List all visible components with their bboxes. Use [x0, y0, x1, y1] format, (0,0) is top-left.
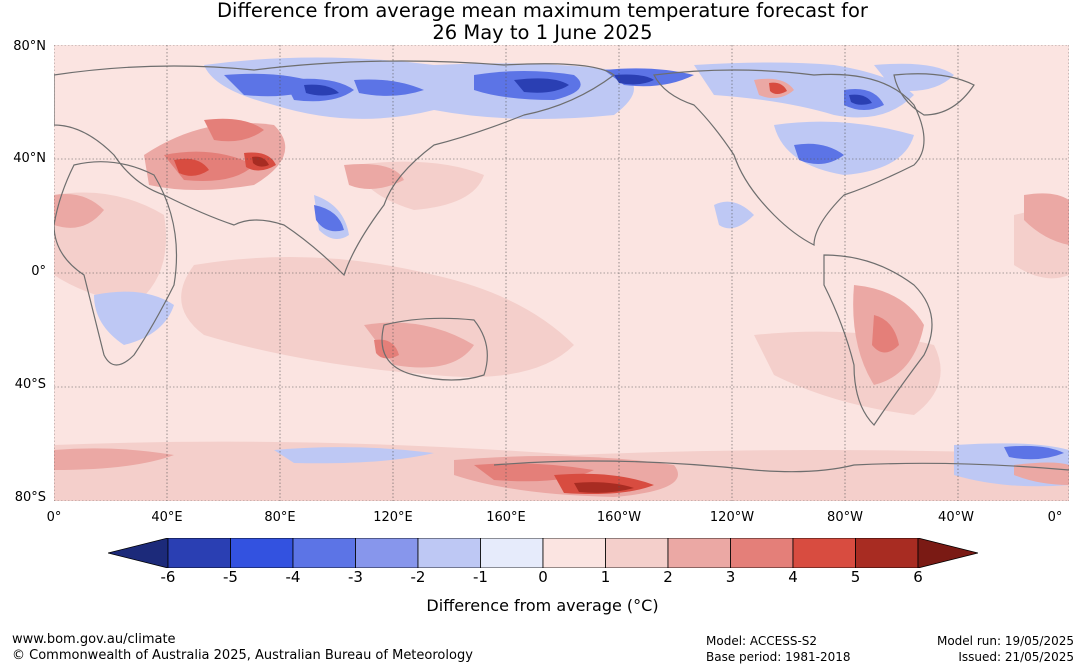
map-title-line2: 26 May to 1 June 2025: [432, 21, 653, 44]
colorbar-tick-label: -2: [410, 568, 426, 586]
colorbar-segment: [167, 538, 231, 568]
colorbar-tick-label: -5: [223, 568, 238, 586]
greenland-coastline: [893, 73, 975, 116]
temperature-anomaly-map: [54, 45, 1069, 501]
colorbar-tick-label: -6: [160, 568, 176, 586]
coastlines: [54, 60, 1069, 473]
lon-label-160w: 160°W: [596, 510, 642, 525]
footer-model-run: Model run: 19/05/2025: [936, 634, 1074, 648]
lon-label-0-right: 0°: [1047, 510, 1063, 525]
eurasia-coastline: [54, 60, 616, 277]
colorbar-segment: [417, 538, 481, 568]
colorbar-tick-label: -4: [285, 568, 301, 586]
colorbar-label: Difference from average (°C): [426, 596, 659, 615]
north-america-coastline: [653, 69, 925, 246]
footer-model: Model: ACCESS-S2: [706, 634, 818, 648]
antarctica-coastline: [493, 460, 1069, 473]
colorbar-tick-label: 0: [538, 568, 548, 586]
colorbar-tick-label: -1: [473, 568, 488, 586]
colorbar-segment: [667, 538, 731, 568]
colorbar-tick-label: 6: [913, 568, 923, 586]
colorbar-tick-label: 5: [850, 568, 861, 586]
lon-label-120w: 120°W: [709, 510, 755, 525]
lat-label-80n: 80°N: [13, 39, 46, 54]
lon-label-40e: 40°E: [151, 510, 183, 525]
lon-label-0-left: 0°: [46, 510, 62, 525]
colorbar-extend-low: [108, 538, 169, 568]
lon-label-120e: 120°E: [373, 510, 413, 525]
lat-label-80s: 80°S: [14, 490, 46, 505]
colorbar-segment: [730, 538, 794, 568]
lon-label-80e: 80°E: [264, 510, 296, 525]
colorbar-segment: [230, 538, 294, 568]
lon-label-80w: 80°W: [827, 510, 863, 525]
colorbar-segment: [605, 538, 669, 568]
colorbar-segments: [108, 538, 978, 568]
south-america-coastline: [823, 254, 933, 426]
footer-website: www.bom.gov.au/climate: [12, 632, 176, 647]
colorbar-tick-label: 4: [788, 568, 798, 586]
lat-label-equator: 0°: [31, 264, 46, 279]
footer-base-period: Base period: 1981-2018: [706, 650, 851, 664]
footer-issued: Issued: 21/05/2025: [958, 650, 1074, 664]
footer-copyright: © Commonwealth of Australia 2025, Austra…: [12, 648, 473, 663]
colorbar-tick-label: 1: [600, 568, 611, 586]
lat-label-40s: 40°S: [14, 377, 46, 392]
map-title-line1: Difference from average mean maximum tem…: [217, 0, 868, 22]
colorbar-segment: [355, 538, 419, 568]
australia-coastline: [381, 317, 488, 381]
colorbar-tick-label: 3: [725, 568, 736, 586]
colorbar-segment: [542, 538, 606, 568]
colorbar-tick-label: 2: [663, 568, 673, 586]
colorbar-segment: [855, 538, 919, 568]
colorbar-extend-high: [917, 538, 978, 568]
lat-label-40n: 40°N: [13, 151, 46, 166]
colorbar-segment: [792, 538, 856, 568]
colorbar: [108, 538, 978, 568]
graticule: [54, 45, 1069, 501]
lon-label-160e: 160°E: [486, 510, 526, 525]
colorbar-tick-label: -3: [348, 568, 363, 586]
colorbar-segment: [292, 538, 356, 568]
africa-coastline: [54, 161, 178, 366]
lon-label-40w: 40°W: [938, 510, 974, 525]
anomaly-minus5-regions: [304, 74, 872, 105]
colorbar-segment: [480, 538, 544, 568]
